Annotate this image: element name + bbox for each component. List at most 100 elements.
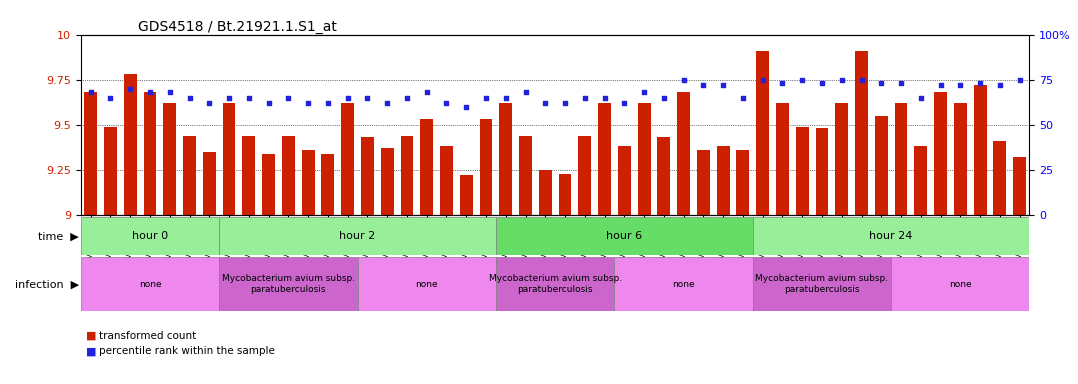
Point: [497, 95, 514, 101]
Bar: [973, 85, 986, 215]
Text: hour 24: hour 24: [870, 231, 913, 241]
Point: [1011, 77, 1028, 83]
Text: none: none: [949, 280, 971, 289]
Bar: [855, 51, 868, 215]
Bar: [658, 137, 671, 215]
Bar: [420, 119, 433, 215]
Point: [82, 89, 99, 95]
Point: [537, 100, 554, 106]
Point: [161, 89, 178, 95]
Point: [912, 95, 929, 101]
Point: [636, 89, 653, 95]
Point: [873, 80, 890, 86]
Point: [991, 82, 1008, 88]
Text: percentile rank within the sample: percentile rank within the sample: [99, 346, 275, 356]
Bar: [124, 74, 137, 215]
Point: [478, 95, 495, 101]
Point: [359, 95, 376, 101]
Point: [122, 86, 139, 92]
Bar: [736, 150, 749, 215]
Point: [971, 80, 989, 86]
Bar: [935, 92, 946, 215]
Text: Mycobacterium avium subsp.
paratuberculosis: Mycobacterium avium subsp. paratuberculo…: [222, 275, 355, 294]
Text: time  ▶: time ▶: [38, 231, 79, 241]
Bar: [81, 257, 219, 311]
Bar: [875, 116, 887, 215]
Bar: [81, 217, 219, 255]
Point: [398, 95, 415, 101]
Bar: [302, 150, 315, 215]
Bar: [895, 103, 908, 215]
Text: none: none: [415, 280, 438, 289]
Point: [220, 95, 237, 101]
Text: none: none: [673, 280, 695, 289]
Bar: [816, 128, 828, 215]
Text: hour 2: hour 2: [340, 231, 375, 241]
Bar: [499, 103, 512, 215]
Bar: [579, 136, 591, 215]
Text: infection  ▶: infection ▶: [15, 279, 79, 289]
Bar: [752, 257, 892, 311]
Point: [675, 77, 692, 83]
Bar: [776, 103, 789, 215]
Text: Mycobacterium avium subsp.
paratuberculosis: Mycobacterium avium subsp. paratuberculo…: [756, 275, 888, 294]
Point: [655, 95, 673, 101]
Bar: [321, 154, 334, 215]
Text: none: none: [139, 280, 162, 289]
Bar: [480, 119, 493, 215]
Point: [952, 82, 969, 88]
Text: transformed count: transformed count: [99, 331, 196, 341]
Text: hour 0: hour 0: [132, 231, 168, 241]
Point: [338, 95, 356, 101]
Bar: [914, 146, 927, 215]
Point: [418, 89, 436, 95]
Point: [793, 77, 811, 83]
Bar: [282, 136, 294, 215]
Bar: [460, 175, 472, 215]
Bar: [677, 92, 690, 215]
Point: [201, 100, 218, 106]
Bar: [401, 136, 413, 215]
Point: [833, 77, 851, 83]
Point: [556, 100, 573, 106]
Point: [813, 80, 830, 86]
Point: [438, 100, 455, 106]
Point: [319, 100, 336, 106]
Point: [181, 95, 198, 101]
Bar: [598, 103, 611, 215]
Bar: [752, 217, 1029, 255]
Point: [596, 95, 613, 101]
Bar: [84, 92, 97, 215]
Bar: [361, 137, 374, 215]
Bar: [203, 152, 216, 215]
Bar: [219, 257, 358, 311]
Bar: [143, 92, 156, 215]
Bar: [614, 257, 752, 311]
Bar: [440, 146, 453, 215]
Point: [517, 89, 535, 95]
Bar: [697, 150, 709, 215]
Point: [694, 82, 711, 88]
Bar: [796, 127, 808, 215]
Bar: [954, 103, 967, 215]
Point: [616, 100, 633, 106]
Bar: [757, 51, 769, 215]
Point: [240, 95, 258, 101]
Point: [576, 95, 593, 101]
Text: ■: ■: [86, 346, 97, 356]
Point: [931, 82, 949, 88]
Bar: [381, 148, 393, 215]
Bar: [223, 103, 235, 215]
Text: GDS4518 / Bt.21921.1.S1_at: GDS4518 / Bt.21921.1.S1_at: [138, 20, 336, 33]
Point: [300, 100, 317, 106]
Bar: [496, 217, 752, 255]
Point: [141, 89, 158, 95]
Bar: [243, 136, 255, 215]
Bar: [717, 146, 730, 215]
Point: [280, 95, 298, 101]
Point: [457, 104, 474, 110]
Point: [715, 82, 732, 88]
Point: [378, 100, 396, 106]
Bar: [892, 257, 1029, 311]
Point: [754, 77, 771, 83]
